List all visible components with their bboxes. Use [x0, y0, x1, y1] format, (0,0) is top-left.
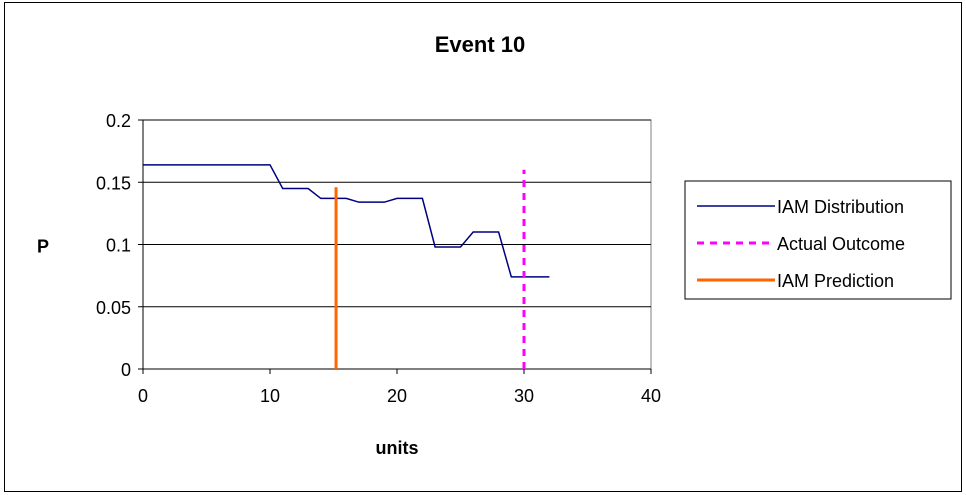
x-tick-label: 20: [387, 386, 407, 406]
y-tick-label: 0.15: [96, 173, 131, 193]
legend: IAM Distribution Actual Outcome IAM Predic…: [685, 181, 951, 299]
chart-title: Event 10: [435, 32, 526, 57]
legend-label: Actual Outcome: [777, 234, 905, 254]
chart-canvas: Event 10 0 0.05 0.1 0.15 0.2 0 10 20 30 40 units…: [5, 3, 963, 493]
y-tick-label: 0.1: [106, 236, 131, 256]
y-tick-label: 0.2: [106, 111, 131, 131]
y-axis-label: P: [37, 237, 49, 257]
legend-label: IAM Prediction: [777, 271, 894, 291]
x-tick-label: 10: [260, 386, 280, 406]
x-axis-ticks: 0 10 20 30 40: [138, 369, 661, 406]
y-tick-label: 0: [121, 360, 131, 380]
chart-frame: Event 10 0 0.05 0.1 0.15 0.2 0 10 20 30 40 units…: [4, 2, 962, 492]
y-tick-label: 0.05: [96, 298, 131, 318]
x-tick-label: 30: [514, 386, 534, 406]
y-axis-ticks: 0 0.05 0.1 0.15 0.2: [96, 111, 143, 380]
legend-label: IAM Distribution: [777, 197, 904, 217]
x-axis-label: units: [376, 438, 419, 458]
x-tick-label: 40: [641, 386, 661, 406]
x-tick-label: 0: [138, 386, 148, 406]
